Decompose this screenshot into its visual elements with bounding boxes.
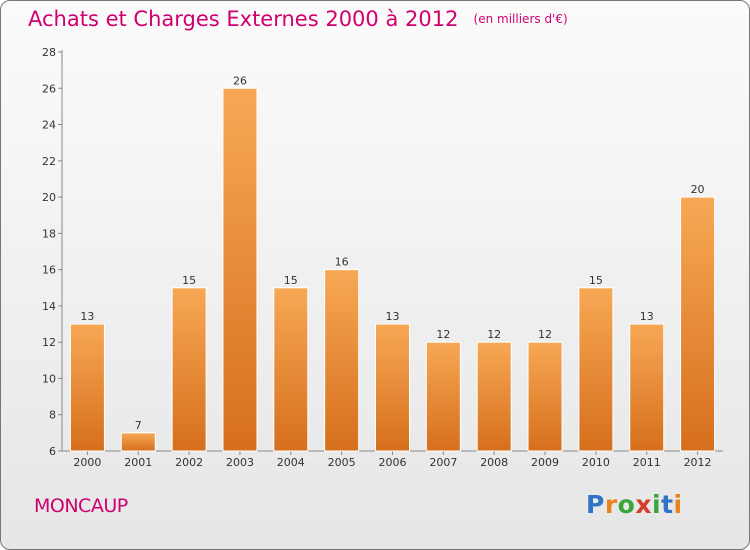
bar-value-label: 12 xyxy=(487,328,501,341)
y-tick-label: 10 xyxy=(42,372,56,385)
y-tick-label: 18 xyxy=(42,227,56,240)
bar xyxy=(476,341,512,452)
title-block: Achats et Charges Externes 2000 à 2012 (… xyxy=(28,7,568,31)
bar xyxy=(273,287,309,452)
bar-value-label: 13 xyxy=(386,310,400,323)
axes: 6 8 10 12 14 16 18 20 22 24 26 28 2000 2001 2002 2003 20… xyxy=(42,46,723,469)
x-tick-label: 2007 xyxy=(429,456,457,469)
x-tick-label: 2003 xyxy=(226,456,254,469)
x-tick-label: 2000 xyxy=(73,456,101,469)
bar-value-label: 7 xyxy=(135,419,142,432)
logo-letter: r xyxy=(604,490,618,519)
x-tick-label: 2004 xyxy=(277,456,305,469)
bar xyxy=(578,287,614,452)
bar-value-label: 15 xyxy=(284,274,298,287)
x-tick-label: 2012 xyxy=(684,456,712,469)
y-tick-label: 12 xyxy=(42,336,56,349)
bar xyxy=(375,323,410,452)
bar xyxy=(629,323,665,452)
x-tick-label: 2001 xyxy=(124,456,152,469)
x-tick-label: 2002 xyxy=(175,456,203,469)
chart-subtitle: (en milliers d'€) xyxy=(473,12,568,26)
bar-value-label: 15 xyxy=(589,274,603,287)
y-tick-label: 16 xyxy=(42,264,56,277)
y-tick-label: 20 xyxy=(42,191,56,204)
bar xyxy=(324,269,360,452)
bar xyxy=(69,323,105,452)
bar xyxy=(680,196,716,452)
bar-value-label: 16 xyxy=(335,256,349,269)
bar-value-label: 13 xyxy=(640,310,654,323)
bar-value-label: 15 xyxy=(182,274,196,287)
x-tick-label: 2005 xyxy=(328,456,356,469)
logo-letter: o xyxy=(617,490,636,519)
bar xyxy=(222,87,258,452)
y-tick-label: 8 xyxy=(49,409,56,422)
bar-value-label: 20 xyxy=(691,183,705,196)
logo-letter: i xyxy=(673,490,683,519)
x-tick-label: 2008 xyxy=(480,456,508,469)
y-tick-label: 26 xyxy=(42,82,56,95)
logo-letter: x xyxy=(635,490,652,519)
logo-letter: t xyxy=(661,490,674,519)
bar-value-label: 12 xyxy=(538,328,552,341)
x-tick-label: 2011 xyxy=(633,456,661,469)
y-tick-label: 24 xyxy=(42,119,56,132)
y-tick-label: 14 xyxy=(42,300,56,313)
bar-value-label: 26 xyxy=(233,74,247,87)
bar xyxy=(425,341,461,452)
commune-name: MONCAUP xyxy=(34,495,128,517)
bars: 13 7 15 26 15 16 13 12 12 12 15 13 20 xyxy=(69,74,716,452)
logo-letter: P xyxy=(586,490,605,519)
bar xyxy=(120,432,156,452)
x-tick-label: 2009 xyxy=(531,456,559,469)
chart-title: Achats et Charges Externes 2000 à 2012 xyxy=(28,7,459,31)
x-tick-label: 2006 xyxy=(379,456,407,469)
y-tick-label: 6 xyxy=(49,445,56,458)
bar-value-label: 12 xyxy=(436,328,450,341)
proxiti-logo: Proxiti xyxy=(586,490,696,524)
y-tick-label: 22 xyxy=(42,155,56,168)
bar-value-label: 13 xyxy=(80,310,94,323)
x-tick-label: 2010 xyxy=(582,456,610,469)
bar xyxy=(171,287,207,452)
logo-letter: i xyxy=(652,490,662,519)
y-tick-label: 28 xyxy=(42,46,56,59)
bar xyxy=(527,341,563,452)
